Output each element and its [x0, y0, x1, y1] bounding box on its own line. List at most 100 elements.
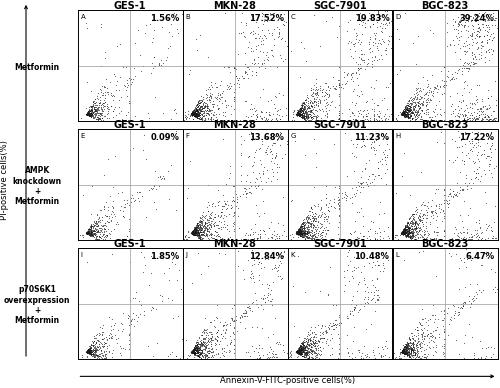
Point — [431, 85, 439, 91]
Point — [188, 228, 196, 234]
Point — [196, 115, 204, 121]
Point — [82, 348, 90, 355]
Point — [254, 59, 262, 66]
Point — [294, 230, 302, 236]
Point — [192, 107, 200, 113]
Point — [271, 140, 279, 146]
Point — [204, 104, 212, 110]
Point — [402, 345, 410, 351]
Point — [304, 113, 312, 120]
Point — [402, 10, 409, 16]
Point — [399, 109, 407, 115]
Point — [292, 230, 300, 236]
Point — [352, 69, 360, 75]
Point — [296, 223, 304, 230]
Point — [270, 140, 278, 147]
Point — [296, 344, 304, 350]
Point — [403, 220, 411, 226]
Point — [141, 30, 149, 36]
Point — [371, 308, 379, 315]
Point — [191, 110, 199, 116]
Point — [402, 111, 410, 117]
Point — [292, 349, 300, 355]
Point — [87, 350, 95, 356]
Point — [198, 103, 206, 109]
Point — [302, 347, 310, 353]
Point — [95, 338, 103, 344]
Point — [191, 232, 199, 238]
Point — [92, 331, 100, 337]
Point — [410, 218, 418, 224]
Point — [444, 305, 452, 312]
Point — [240, 74, 248, 81]
Point — [201, 352, 209, 358]
Point — [300, 225, 308, 231]
Point — [305, 342, 313, 348]
Point — [190, 113, 198, 119]
Point — [84, 108, 92, 114]
Point — [96, 117, 104, 123]
Point — [297, 352, 305, 358]
Point — [491, 115, 499, 121]
Point — [116, 350, 124, 356]
Point — [404, 109, 412, 116]
Point — [308, 103, 316, 109]
Point — [397, 349, 405, 355]
Point — [216, 94, 224, 100]
Point — [211, 203, 219, 210]
Point — [402, 111, 410, 117]
Point — [400, 112, 408, 118]
Point — [196, 235, 203, 241]
Point — [488, 37, 496, 43]
Point — [86, 348, 94, 355]
Point — [204, 348, 212, 354]
Point — [218, 206, 226, 212]
Point — [298, 351, 306, 357]
Point — [399, 346, 407, 353]
Point — [402, 112, 410, 118]
Point — [242, 113, 250, 120]
Point — [302, 350, 310, 356]
Point — [398, 230, 406, 236]
Point — [196, 224, 204, 230]
Point — [402, 227, 410, 233]
Point — [193, 223, 201, 230]
Point — [195, 217, 203, 223]
Point — [360, 142, 368, 148]
Point — [297, 232, 305, 239]
Point — [196, 215, 203, 221]
Point — [292, 111, 300, 118]
Point — [398, 349, 406, 355]
Point — [92, 99, 100, 105]
Point — [189, 230, 197, 236]
Point — [309, 90, 317, 96]
Point — [400, 107, 407, 113]
Point — [105, 106, 113, 112]
Point — [255, 277, 263, 284]
Point — [252, 68, 260, 74]
Point — [402, 223, 409, 229]
Point — [192, 102, 200, 109]
Point — [298, 341, 306, 347]
Point — [332, 317, 340, 323]
Point — [120, 81, 128, 88]
Point — [444, 157, 452, 163]
Point — [94, 223, 102, 229]
Point — [292, 229, 300, 236]
Point — [190, 229, 198, 235]
Point — [292, 349, 300, 355]
Point — [98, 118, 106, 124]
Point — [86, 110, 94, 116]
Point — [212, 237, 220, 243]
Point — [299, 349, 307, 355]
Point — [440, 341, 448, 347]
Point — [188, 112, 196, 118]
Point — [219, 333, 227, 339]
Point — [85, 106, 93, 112]
Point — [294, 348, 302, 354]
Point — [414, 88, 422, 94]
Point — [294, 109, 302, 116]
Point — [191, 229, 199, 235]
Point — [459, 112, 467, 118]
Point — [86, 351, 94, 357]
